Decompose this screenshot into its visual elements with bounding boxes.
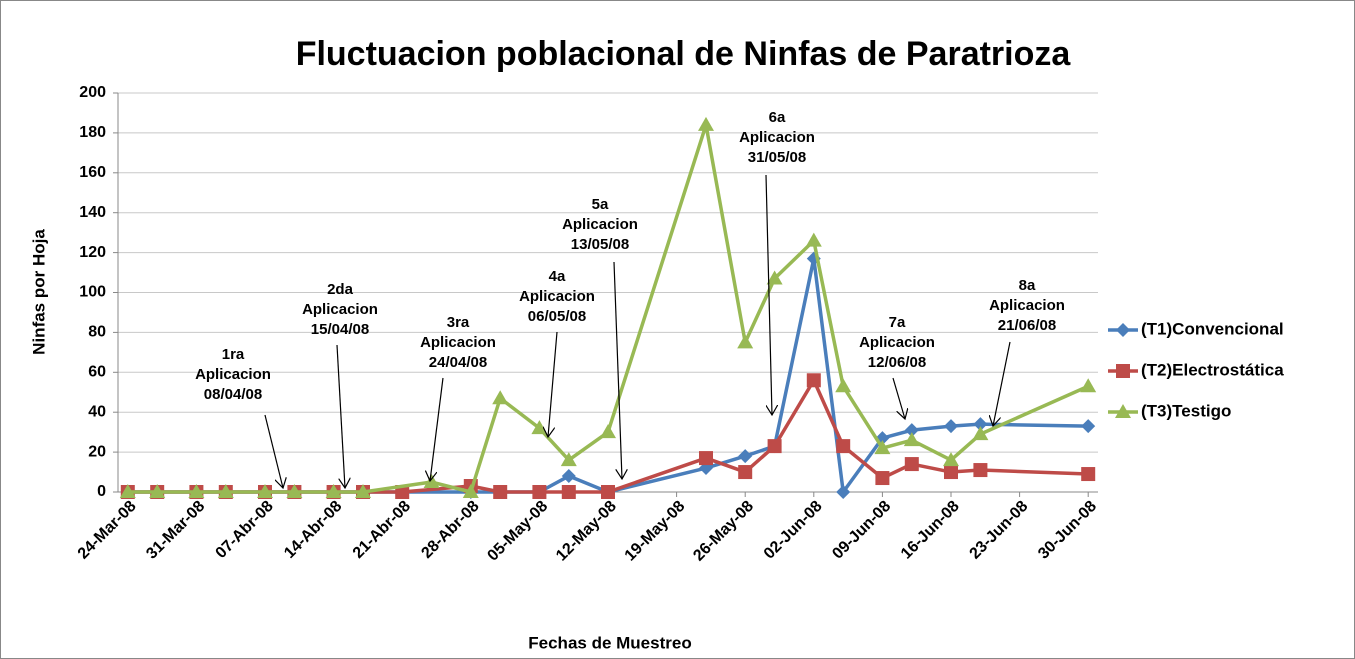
- annotation-text: 13/05/08: [571, 236, 629, 253]
- point: [561, 485, 576, 499]
- point: [257, 484, 273, 498]
- x-axis-label: Fechas de Muestreo: [528, 633, 691, 652]
- point: [973, 463, 988, 478]
- annotation-text: Aplicacion: [302, 301, 378, 318]
- y-tick-label: 100: [79, 284, 106, 301]
- point: [972, 426, 989, 441]
- annotation-arrow: [613, 261, 622, 479]
- point: [806, 373, 821, 388]
- point: [904, 423, 919, 438]
- point: [1080, 378, 1097, 393]
- y-tick-label: 80: [88, 324, 106, 341]
- y-tick-label: 0: [97, 483, 106, 500]
- annotation-arrow: [430, 377, 444, 481]
- point: [561, 469, 576, 484]
- annotation-text: 21/06/08: [998, 317, 1056, 334]
- point: [119, 484, 136, 498]
- annotation-text: 3ra: [447, 314, 470, 331]
- point: [532, 485, 547, 499]
- annotation-text: Aplicacion: [519, 288, 595, 305]
- point: [835, 378, 852, 393]
- annotation-text: 12/06/08: [868, 354, 926, 371]
- annotation-arrow: [765, 174, 772, 415]
- annotation-text: Aplicacion: [420, 334, 496, 351]
- point: [560, 452, 577, 467]
- annotation-text: 8a: [1019, 277, 1036, 294]
- annotation-text: Aplicacion: [739, 129, 815, 146]
- point: [492, 390, 509, 405]
- point: [355, 484, 371, 498]
- legend-label: (T1)Convencional: [1141, 319, 1284, 338]
- point: [600, 424, 616, 439]
- point: [149, 484, 166, 498]
- point: [973, 417, 988, 432]
- point: [805, 232, 822, 247]
- point: [737, 334, 754, 349]
- legend-marker: [1115, 404, 1131, 418]
- point: [944, 465, 958, 480]
- annotation-text: Aplicacion: [989, 297, 1065, 314]
- point: [462, 484, 479, 498]
- annotation-text: 24/04/08: [429, 354, 487, 371]
- annotation-text: 06/05/08: [528, 308, 586, 325]
- y-tick-label: 160: [79, 164, 106, 181]
- y-tick-label: 140: [79, 204, 106, 221]
- y-tick-label: 180: [79, 124, 106, 141]
- annotation-arrow: [892, 377, 905, 419]
- annotation-arrow: [993, 341, 1011, 426]
- annotation-arrow: [336, 344, 345, 488]
- annotation-text: Aplicacion: [195, 366, 271, 383]
- y-tick-label: 200: [79, 84, 106, 101]
- annotation-text: Aplicacion: [562, 216, 638, 233]
- annotation-text: 08/04/08: [204, 386, 262, 403]
- point: [874, 440, 891, 455]
- y-tick-label: 20: [88, 443, 106, 460]
- annotation-text: Aplicacion: [859, 334, 935, 351]
- point: [325, 484, 342, 498]
- annotation-text: 7a: [889, 314, 906, 331]
- point: [1081, 419, 1096, 434]
- point: [188, 484, 205, 498]
- legend-label: (T3)Testigo: [1141, 401, 1231, 420]
- annotation-arrow: [548, 331, 558, 437]
- point: [904, 457, 919, 472]
- annotation-text: 31/05/08: [748, 149, 806, 166]
- legend-label: (T2)Electrostática: [1141, 360, 1284, 379]
- point: [944, 419, 958, 434]
- point: [903, 432, 920, 447]
- y-tick-label: 120: [79, 244, 106, 261]
- point: [836, 485, 851, 499]
- annotation-text: 5a: [592, 196, 609, 213]
- point: [286, 484, 303, 498]
- y-axis-label: Ninfas por Hoja: [29, 229, 48, 355]
- y-tick-label: 60: [88, 364, 106, 381]
- point: [1081, 467, 1096, 482]
- point: [217, 484, 234, 498]
- legend-marker: [1116, 364, 1130, 378]
- annotation-text: 4a: [549, 268, 566, 285]
- point: [601, 485, 615, 499]
- annotation-text: 2da: [327, 281, 354, 298]
- point: [875, 471, 890, 486]
- annotation-text: 6a: [769, 109, 786, 126]
- point: [943, 452, 959, 467]
- annotation-arrow: [264, 414, 283, 488]
- y-tick-label: 40: [88, 403, 106, 420]
- point: [836, 439, 851, 454]
- annotation-text: 1ra: [222, 346, 245, 363]
- point: [766, 270, 783, 285]
- point: [699, 451, 713, 466]
- point: [698, 116, 714, 131]
- series-line: [127, 123, 1089, 494]
- point: [493, 485, 508, 499]
- point: [767, 439, 782, 454]
- chart-title: Fluctuacion poblacional de Ninfas de Par…: [296, 35, 1072, 73]
- series: [119, 116, 1097, 498]
- point: [738, 465, 753, 480]
- annotation-text: 15/04/08: [311, 321, 369, 338]
- legend-marker: [1116, 323, 1130, 337]
- point: [738, 449, 753, 464]
